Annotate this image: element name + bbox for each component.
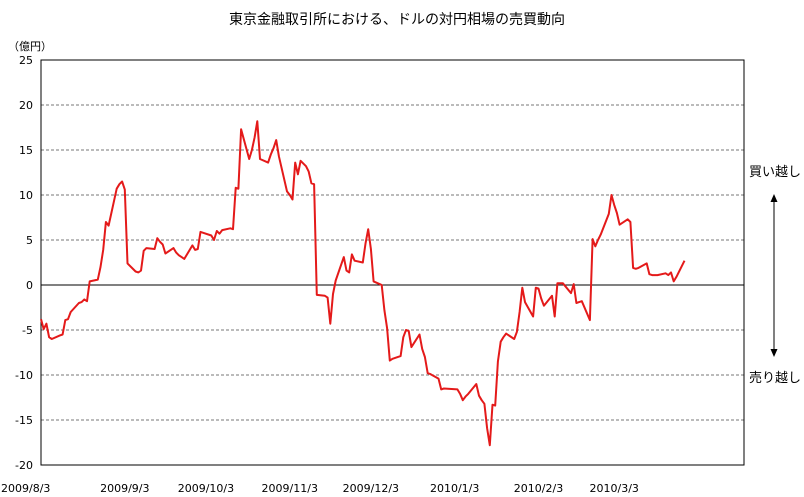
y-tick-label: 25 [19,54,33,67]
annotation-buy: 買い越し [749,165,801,180]
y-tick-label: 10 [19,189,33,202]
y-tick-labels: -20 -15 -10 -5 0 5 10 15 20 25 [15,54,33,472]
x-tick-label: 2009/8/3 [1,482,50,495]
arrow-head-down [770,349,778,357]
plot-frame [40,59,745,466]
gridlines [41,104,744,421]
x-tick-label: 2010/3/3 [590,482,639,495]
x-tick-label: 2009/11/3 [262,482,318,495]
y-tick-label: 0 [26,279,33,292]
arrow-head-up [770,194,778,202]
y-tick-label: -10 [15,369,33,382]
y-tick-label: 20 [19,99,33,112]
x-tick-label: 2010/2/3 [514,482,563,495]
x-tick-label: 2009/12/3 [343,482,399,495]
y-tick-label: -15 [15,414,33,427]
series-line [40,120,686,447]
x-tick-labels: 2009/8/3 2009/9/3 2009/10/3 2009/11/3 2009/1… [1,482,639,495]
x-tick-label: 2009/9/3 [100,482,149,495]
x-tick-label: 2010/1/3 [430,482,479,495]
x-tick-label: 2009/10/3 [178,482,234,495]
y-axis-unit-label: （億円） [8,40,52,53]
buy-sell-arrow [770,194,778,357]
y-tick-label: -20 [15,459,33,472]
series-group [40,120,686,447]
annotation-sell: 売り越し [749,370,801,386]
y-tick-label: -5 [22,324,33,337]
y-tick-label: 15 [19,144,33,157]
chart-title: 東京金融取引所における、ドルの対円相場の売買動向 [229,12,565,28]
y-tick-label: 5 [26,234,33,247]
